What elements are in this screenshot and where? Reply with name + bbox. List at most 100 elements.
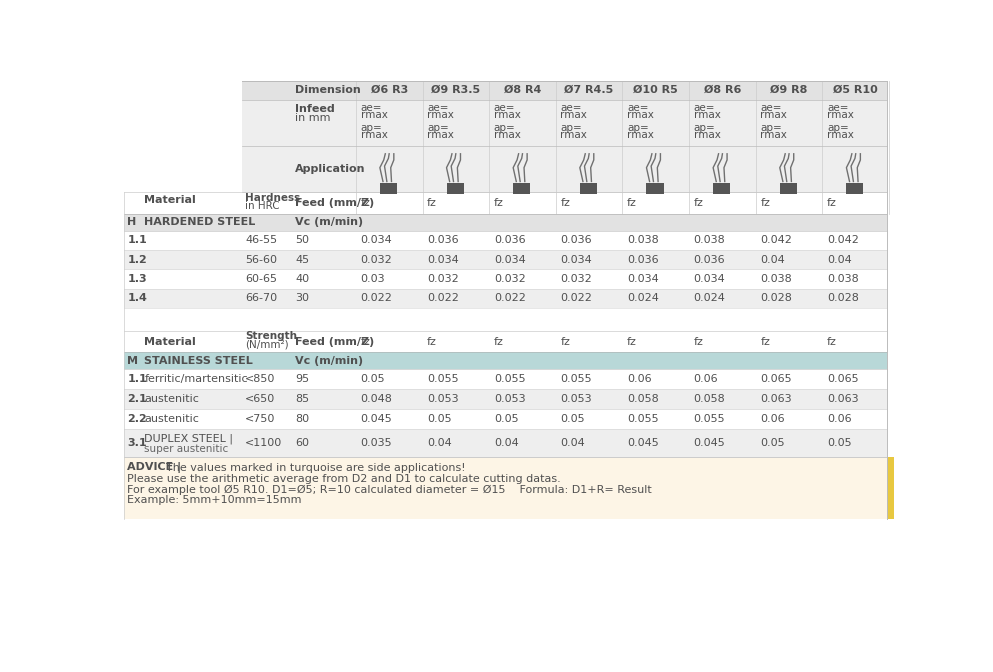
Bar — [780, 183, 796, 194]
Text: 0.06: 0.06 — [628, 374, 651, 384]
Text: 85: 85 — [295, 394, 310, 405]
Bar — [124, 288, 887, 308]
Text: rmax: rmax — [694, 130, 721, 140]
Text: Ø8 R6: Ø8 R6 — [704, 85, 741, 95]
Text: Infeed: Infeed — [295, 104, 336, 114]
Bar — [124, 457, 894, 519]
Text: fz: fz — [827, 198, 837, 208]
Text: ae=: ae= — [628, 103, 648, 113]
Text: 0.038: 0.038 — [761, 274, 792, 284]
Text: fz: fz — [360, 337, 370, 347]
Bar — [124, 250, 887, 269]
Text: 0.05: 0.05 — [560, 415, 585, 425]
Text: rmax: rmax — [427, 110, 454, 120]
Text: 0.034: 0.034 — [628, 274, 658, 284]
Text: 40: 40 — [295, 274, 310, 284]
Text: 0.022: 0.022 — [494, 293, 525, 303]
Text: 0.058: 0.058 — [694, 394, 726, 405]
Text: 0.032: 0.032 — [427, 274, 459, 284]
Text: fz: fz — [827, 337, 837, 347]
Text: 0.024: 0.024 — [628, 293, 659, 303]
Text: 1.1: 1.1 — [127, 235, 147, 245]
Text: 0.055: 0.055 — [694, 415, 725, 425]
Text: 0.06: 0.06 — [827, 415, 852, 425]
Text: rmax: rmax — [761, 110, 787, 120]
Text: 0.028: 0.028 — [761, 293, 792, 303]
Text: in HRC: in HRC — [245, 201, 280, 211]
Text: fz: fz — [761, 337, 771, 347]
Text: 0.042: 0.042 — [761, 235, 792, 245]
Text: 0.036: 0.036 — [427, 235, 459, 245]
Text: rmax: rmax — [628, 130, 654, 140]
Text: Feed (mm/Z): Feed (mm/Z) — [295, 337, 374, 347]
Text: ae=: ae= — [560, 103, 582, 113]
Text: 0.045: 0.045 — [360, 415, 392, 425]
Text: Example: 5mm+10mm=15mm: Example: 5mm+10mm=15mm — [127, 495, 302, 505]
Text: 30: 30 — [295, 293, 310, 303]
Text: 50: 50 — [295, 235, 310, 245]
Text: 2.2: 2.2 — [127, 415, 147, 425]
Text: 0.034: 0.034 — [560, 255, 592, 265]
Text: 0.03: 0.03 — [360, 274, 385, 284]
Text: 0.032: 0.032 — [360, 255, 392, 265]
Text: fz: fz — [494, 337, 503, 347]
Text: 0.065: 0.065 — [761, 374, 792, 384]
Text: 0.05: 0.05 — [761, 438, 785, 448]
Text: 0.036: 0.036 — [560, 235, 592, 245]
Text: fz: fz — [427, 198, 437, 208]
Text: 0.065: 0.065 — [827, 374, 859, 384]
Text: rmax: rmax — [694, 110, 721, 120]
Bar — [447, 183, 464, 194]
Text: Vc (m/min): Vc (m/min) — [295, 356, 363, 366]
Text: Strength: Strength — [245, 331, 297, 341]
Text: fz: fz — [628, 337, 637, 347]
Bar — [124, 370, 887, 389]
Text: The values marked in turquoise are side applications!: The values marked in turquoise are side … — [166, 463, 466, 473]
Text: Ø9 R8: Ø9 R8 — [771, 85, 807, 95]
Text: ap=: ap= — [360, 122, 382, 132]
Bar — [846, 183, 864, 194]
Bar — [124, 308, 887, 331]
Text: 60: 60 — [295, 438, 310, 448]
Text: 1.3: 1.3 — [127, 274, 147, 284]
Text: Ø9 R3.5: Ø9 R3.5 — [431, 85, 481, 95]
Text: 0.05: 0.05 — [494, 415, 518, 425]
Bar — [124, 409, 887, 429]
Text: austenitic: austenitic — [144, 415, 200, 425]
Bar — [124, 192, 887, 214]
Text: 0.06: 0.06 — [761, 415, 785, 425]
Text: ap=: ap= — [427, 122, 449, 132]
Text: ap=: ap= — [494, 122, 515, 132]
Text: 0.063: 0.063 — [827, 394, 859, 405]
Text: 0.038: 0.038 — [827, 274, 859, 284]
Bar — [124, 352, 887, 370]
Text: rmax: rmax — [560, 130, 587, 140]
Text: 0.04: 0.04 — [427, 438, 452, 448]
Text: ap=: ap= — [560, 122, 582, 132]
Text: 0.053: 0.053 — [494, 394, 525, 405]
Text: STAINLESS STEEL: STAINLESS STEEL — [144, 356, 253, 366]
Text: (N/mm²): (N/mm²) — [245, 340, 289, 349]
Bar — [380, 183, 397, 194]
Text: fz: fz — [494, 198, 503, 208]
Text: 0.053: 0.053 — [560, 394, 592, 405]
Text: 0.048: 0.048 — [360, 394, 392, 405]
Text: austenitic: austenitic — [144, 394, 200, 405]
Text: rmax: rmax — [761, 130, 787, 140]
Bar — [124, 269, 887, 288]
Text: rmax: rmax — [827, 110, 854, 120]
Text: in mm: in mm — [295, 114, 331, 124]
Text: 3.1: 3.1 — [127, 438, 147, 448]
Text: 0.036: 0.036 — [628, 255, 658, 265]
Text: ferritic/martensitic: ferritic/martensitic — [144, 374, 248, 384]
Bar — [124, 214, 887, 230]
Text: 0.034: 0.034 — [494, 255, 525, 265]
Text: <850: <850 — [245, 374, 275, 384]
Bar — [713, 183, 730, 194]
Text: HARDENED STEEL: HARDENED STEEL — [144, 217, 255, 227]
Text: Ø5 R10: Ø5 R10 — [833, 85, 878, 95]
Text: 56-60: 56-60 — [245, 255, 277, 265]
Bar — [513, 183, 530, 194]
Text: DUPLEX STEEL |: DUPLEX STEEL | — [144, 433, 233, 444]
Text: fz: fz — [628, 198, 637, 208]
